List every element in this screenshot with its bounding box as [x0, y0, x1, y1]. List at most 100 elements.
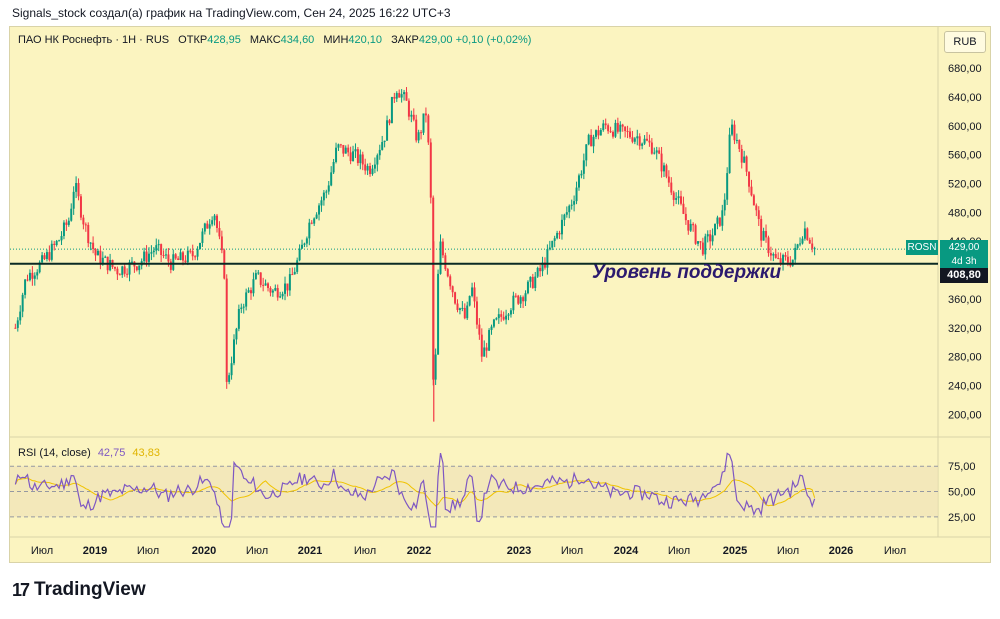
y-tick-label: 640,00 — [948, 92, 982, 104]
candle-body — [653, 152, 656, 154]
candle-body — [356, 149, 359, 164]
candle-body — [405, 92, 408, 101]
candle-body — [803, 228, 806, 239]
candle-body — [96, 250, 99, 256]
candle-body — [475, 301, 478, 325]
candle-body — [293, 271, 296, 275]
candle-body — [738, 139, 741, 150]
candle-body — [157, 244, 160, 246]
candle-body — [335, 147, 338, 162]
candle-body — [276, 288, 279, 298]
candle-body — [560, 219, 563, 235]
y-tick-label: 240,00 — [948, 380, 982, 392]
candle-body — [755, 205, 758, 211]
candle-body — [429, 142, 432, 198]
candle-body — [451, 286, 454, 293]
candle-body — [672, 192, 675, 200]
candle-body — [427, 115, 430, 143]
candle-body — [631, 137, 634, 142]
x-tick-label: Июл — [884, 545, 906, 557]
candle-body — [145, 251, 148, 262]
candle-body — [655, 150, 658, 153]
candle-body — [670, 182, 673, 193]
candle-body — [398, 93, 401, 98]
x-tick-label: Июл — [354, 545, 376, 557]
candle-body — [264, 283, 267, 286]
candle-body — [645, 138, 648, 141]
candle-body — [407, 100, 410, 117]
candle-body — [252, 279, 255, 294]
candle-body — [400, 94, 403, 98]
candle-body — [750, 186, 753, 196]
candle-body — [28, 272, 31, 281]
candle-body — [648, 140, 651, 143]
candle-body — [663, 165, 666, 172]
candle-body — [67, 220, 70, 225]
x-tick-label: Июл — [561, 545, 583, 557]
candle-body — [434, 354, 437, 380]
candle-body — [89, 242, 92, 244]
candle-body — [502, 316, 505, 320]
candle-body — [658, 150, 661, 154]
rsi-level-label: 50,00 — [948, 487, 976, 499]
candle-body — [271, 290, 274, 293]
candle-body — [121, 266, 124, 275]
candle-body — [332, 161, 335, 173]
candle-body — [526, 281, 529, 294]
candle-body — [556, 232, 559, 239]
candle-body — [257, 272, 260, 274]
candle-body — [769, 253, 772, 256]
candle-body — [621, 124, 624, 127]
candle-body — [728, 134, 731, 174]
candle-body — [667, 176, 670, 183]
support-annotation[interactable]: Уровень поддержки — [592, 262, 782, 283]
candle-body — [811, 243, 814, 249]
candle-body — [468, 295, 471, 306]
candle-body — [135, 266, 138, 271]
candle-body — [116, 268, 119, 275]
candle-body — [626, 131, 629, 133]
candle-body — [245, 292, 248, 307]
candle-body — [721, 210, 724, 226]
candle-body — [711, 235, 714, 242]
candle-body — [697, 241, 700, 244]
candle-body — [288, 274, 291, 291]
x-tick-label: Июл — [777, 545, 799, 557]
candle-body — [82, 217, 85, 225]
candle-body — [650, 142, 653, 154]
candle-body — [313, 218, 316, 224]
candle-body — [748, 171, 751, 187]
candle-body — [174, 254, 177, 259]
candle-body — [568, 205, 571, 213]
candle-body — [575, 187, 578, 202]
x-tick-label: 2020 — [192, 545, 216, 557]
candle-body — [196, 249, 199, 257]
candle-body — [371, 168, 374, 175]
candle-body — [611, 131, 614, 137]
candle-body — [366, 166, 369, 171]
candle-body — [218, 227, 221, 237]
candle-body — [619, 124, 622, 132]
candle-body — [677, 196, 680, 199]
y-tick-label: 360,00 — [948, 294, 982, 306]
candle-body — [546, 249, 549, 268]
y-tick-label: 600,00 — [948, 121, 982, 133]
candle-body — [62, 222, 65, 237]
tradingview-logo[interactable]: 17 TradingView — [12, 579, 146, 601]
candle-body — [716, 217, 719, 224]
candle-body — [361, 154, 364, 165]
currency-button[interactable]: RUB — [944, 31, 986, 53]
candle-body — [767, 237, 770, 254]
candle-body — [439, 241, 442, 274]
candle-body — [194, 256, 197, 258]
candle-body — [757, 210, 760, 220]
candle-body — [325, 191, 328, 193]
candle-body — [531, 276, 534, 288]
low-label: МИН — [323, 34, 349, 46]
candle-body — [128, 262, 131, 275]
candle-body — [461, 307, 464, 309]
candle-body — [786, 256, 789, 263]
candle-body — [772, 254, 775, 256]
candle-body — [624, 126, 627, 132]
